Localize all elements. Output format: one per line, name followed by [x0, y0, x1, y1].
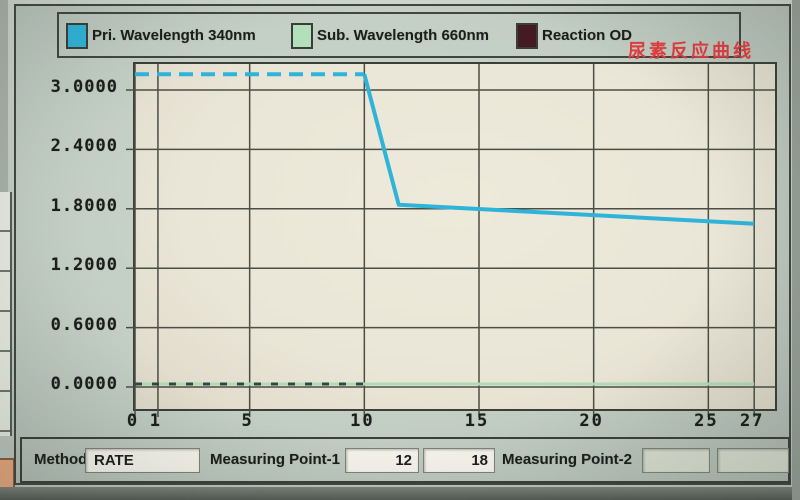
- x-tick-label: 15: [464, 411, 490, 431]
- y-tick-label: 2.4000: [50, 136, 118, 157]
- reaction-curve-panel: Pri. Wavelength 340nm Sub. Wavelength 66…: [14, 4, 791, 485]
- x-tick-label: 20: [579, 411, 604, 431]
- x-tick-label: 25: [694, 411, 719, 431]
- measuring-point-1-end-field[interactable]: 18: [423, 448, 495, 473]
- y-tick-label: 0.6000: [50, 314, 118, 335]
- measuring-point-2-end-field[interactable]: [717, 448, 789, 473]
- reaction-curve-plot: [126, 62, 777, 417]
- y-tick-label: 1.2000: [50, 255, 118, 276]
- legend-label: Pri. Wavelength 340nm: [92, 27, 256, 44]
- pri-wavelength-340nm-line: [362, 73, 755, 226]
- x-tick-label: 10: [350, 411, 375, 431]
- y-tick-label: 0.0000: [50, 374, 118, 394]
- x-tick-label: 0: [126, 411, 140, 431]
- background-window-edge: [0, 0, 8, 192]
- background-table-column: [0, 192, 12, 436]
- sub-wavelength-swatch-icon: [291, 22, 313, 49]
- measuring-point-1-start-field[interactable]: 12: [345, 448, 419, 473]
- method-label: Method: [34, 451, 88, 468]
- measuring-point-1-label: Measuring Point-1: [210, 451, 341, 468]
- pri-wavelength-swatch-icon: [66, 22, 88, 49]
- measuring-point-2-label: Measuring Point-2: [502, 451, 633, 468]
- x-tick-label: 27: [739, 411, 765, 431]
- legend: Pri. Wavelength 340nm Sub. Wavelength 66…: [57, 12, 741, 58]
- reaction-od-swatch-icon: [516, 22, 538, 49]
- reaction-curve-chart: [126, 64, 775, 417]
- legend-item-reaction-od[interactable]: Reaction OD: [516, 22, 632, 49]
- measurement-settings-bar: Method RATE Measuring Point-1 12 18 Meas…: [20, 437, 790, 483]
- y-tick-label: 3.0000: [50, 77, 118, 97]
- legend-label: Sub. Wavelength 660nm: [317, 27, 489, 44]
- background-right-edge: [792, 0, 800, 500]
- measuring-point-2-start-field[interactable]: [642, 448, 710, 473]
- legend-item-pri-wavelength[interactable]: Pri. Wavelength 340nm: [66, 22, 256, 49]
- y-tick-label: 1.8000: [50, 195, 118, 216]
- x-tick-label: 5: [241, 411, 254, 431]
- background-bottom-band: [0, 487, 800, 500]
- legend-label: Reaction OD: [542, 27, 633, 44]
- legend-item-sub-wavelength[interactable]: Sub. Wavelength 660nm: [291, 22, 489, 49]
- method-field[interactable]: RATE: [85, 448, 200, 473]
- page-title: 尿素反应曲线: [628, 41, 754, 62]
- x-tick-label: 1: [149, 411, 163, 431]
